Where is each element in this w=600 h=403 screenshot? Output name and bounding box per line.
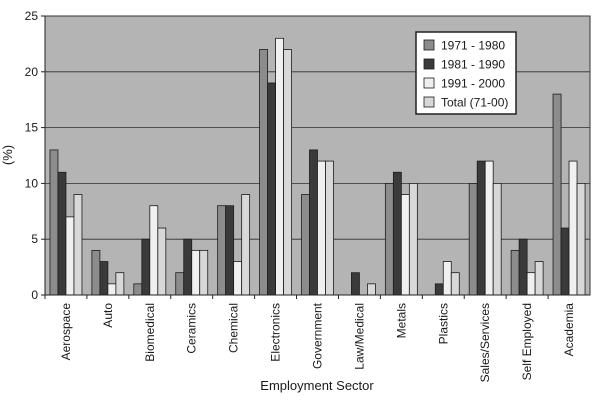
bar-2-government [309,149,318,296]
bar-3-self-employed [526,272,536,296]
bar-1-electronics [259,49,268,296]
x-category-label: Chemical [227,303,241,353]
bar-2-academia [560,227,570,296]
bar-3-electronics [275,37,284,296]
y-axis-ticks: 0 5 10 15 20 25 [25,9,45,302]
x-category-label: Self Employed [520,303,534,380]
bar-2-biomedical [141,238,151,296]
x-axis-label: Employment Sector [260,378,374,393]
y-tick-label: 20 [25,65,39,79]
bar-4-academia [576,182,586,296]
bar-4-self-employed [534,261,544,296]
x-category-label: Metals [394,303,408,338]
bar-2-ceramics [183,238,193,296]
bar-1-biomedical [133,283,143,296]
bar-4-aerospace [73,194,83,296]
bar-3-sales-services [484,160,494,296]
bar-3-metals [400,194,410,296]
bar-2-metals [392,171,402,296]
y-axis-label: (%) [0,145,15,165]
bar-3-government [317,160,326,296]
bar-2-self-employed [518,238,528,296]
bar-2-law-medical [351,272,360,296]
bar-3-plastics [442,261,452,296]
y-tick-label: 10 [25,176,39,190]
legend-swatch [423,96,435,108]
bar-3-biomedical [149,205,159,296]
bar-4-ceramics [199,249,209,296]
bar-1-sales-services [468,182,478,296]
bar-3-academia [568,160,578,296]
bar-3-ceramics [191,249,201,296]
x-category-label: Aerospace [59,303,73,361]
bar-4-biomedical [157,227,167,296]
y-tick-label: 0 [31,288,38,302]
legend-swatch [423,77,435,89]
legend-swatch [423,39,435,51]
legend-swatch [423,58,435,70]
bar-3-chemical [233,261,243,296]
bar-1-academia [552,93,562,296]
bar-4-government [325,160,334,296]
legend-label: Total (71-00) [441,96,508,110]
bar-4-auto [115,272,125,296]
bar-3-aerospace [65,216,75,296]
bar-2-plastics [434,283,444,296]
bar-1-self-employed [510,249,520,296]
x-category-label: Academia [562,303,576,357]
bar-1-metals [384,182,394,296]
bar-4-electronics [283,49,292,296]
x-category-label: Auto [101,303,115,328]
legend-label: 1981 - 1990 [441,58,505,72]
bar-2-electronics [267,82,276,296]
bar-4-sales-services [492,182,502,296]
bar-1-auto [91,249,101,296]
bar-2-chemical [225,205,235,296]
x-category-label: Plastics [436,303,450,344]
x-category-label: Government [311,302,325,369]
y-tick-label: 15 [25,121,39,135]
x-category-label: Electronics [269,303,283,362]
bar-1-chemical [217,205,227,296]
bar-4-law-medical [367,283,376,296]
x-axis-categories: Aerospace Auto Biomedical Ceramics Chemical E… [44,295,576,382]
bar-1-ceramics [175,272,185,296]
bar-4-chemical [241,194,251,296]
legend-label: 1971 - 1980 [441,39,505,53]
x-category-label: Ceramics [185,303,199,354]
bar-2-aerospace [57,171,67,296]
legend-label: 1991 - 2000 [441,77,505,91]
x-category-label: Biomedical [143,303,157,362]
bar-2-sales-services [476,160,486,296]
bars [49,37,586,296]
bar-2-auto [99,261,109,296]
bar-4-metals [408,182,418,296]
legend: 1971 - 1980 1981 - 1990 1991 - 2000 Total (… [415,31,517,115]
bar-4-plastics [450,272,460,296]
bar-1-aerospace [49,149,59,296]
x-category-label: Sales/Services [478,303,492,382]
bar-3-auto [107,283,117,296]
x-category-label: Law/Medical [352,303,366,370]
y-tick-label: 5 [31,232,38,246]
y-tick-label: 25 [25,9,39,23]
bar-1-government [301,194,310,296]
